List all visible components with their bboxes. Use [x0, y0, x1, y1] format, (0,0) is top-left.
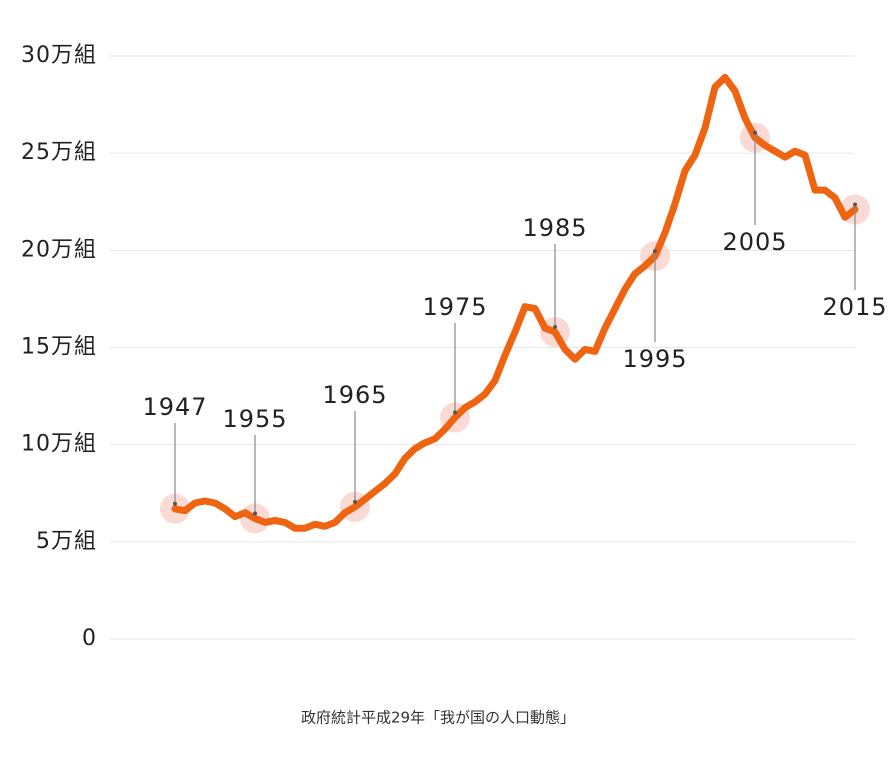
source-note: 政府統計平成29年「我が国の人口動態」 — [301, 709, 575, 727]
y-tick-label: 5万組 — [36, 529, 97, 554]
annotation-label: 1947 — [142, 393, 207, 421]
annotation-label: 1955 — [222, 405, 287, 433]
annotation-label: 1995 — [622, 345, 687, 373]
annotation-dot — [853, 202, 857, 207]
annotation-label: 1975 — [422, 293, 487, 321]
annotation-dot — [453, 410, 457, 415]
annotation-label: 1985 — [522, 214, 587, 242]
y-tick-label: 25万組 — [21, 140, 97, 165]
annotation-label: 1965 — [322, 381, 387, 409]
y-tick-label: 0 — [82, 626, 97, 651]
annotation-dot — [753, 130, 757, 135]
annotation-dot — [253, 511, 257, 516]
annotation-dot — [553, 324, 557, 329]
annotation-dot — [353, 499, 357, 504]
y-tick-label: 20万組 — [21, 237, 97, 262]
annotation-label: 2005 — [722, 228, 787, 256]
annotation-dot — [653, 249, 657, 254]
y-tick-label: 10万組 — [21, 432, 97, 457]
y-tick-label: 15万組 — [21, 335, 97, 360]
y-tick-label: 30万組 — [21, 43, 97, 68]
annotation-label: 2015 — [822, 293, 887, 321]
annotation-dot — [173, 501, 177, 506]
line-series — [171, 73, 859, 532]
